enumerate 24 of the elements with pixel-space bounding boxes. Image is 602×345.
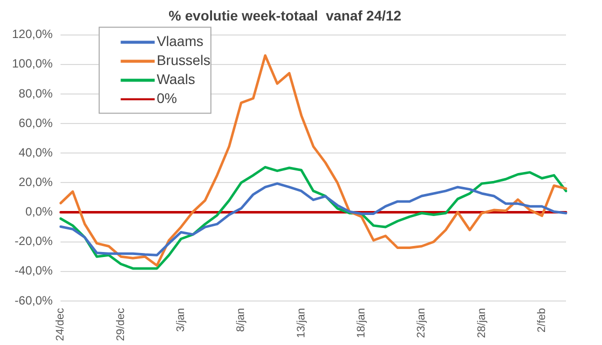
x-tick-label: 18/jan: [356, 308, 368, 338]
y-tick-label: -20,0%: [14, 234, 54, 248]
y-tick-label: -60,0%: [14, 293, 54, 308]
x-tick-label: 2/feb: [536, 308, 548, 332]
y-tick-label: 120,0%: [12, 27, 54, 42]
y-tick-label: -40,0%: [14, 264, 54, 278]
legend-label: 0%: [156, 90, 177, 106]
chart-title: % evolutie week-totaal vanaf 24/12: [168, 7, 402, 24]
x-tick-label: 24/dec: [54, 307, 67, 342]
legend-label: Brussels: [156, 52, 210, 68]
x-tick-label: 8/jan: [235, 308, 248, 332]
x-tick-label: 29/dec: [114, 307, 127, 342]
y-tick-label: 40,0%: [18, 145, 54, 160]
x-tick-label: 23/jan: [416, 308, 428, 338]
x-tick-label: 3/jan: [175, 308, 188, 332]
y-tick-label: 80,0%: [18, 86, 54, 100]
legend-label: Waals: [156, 71, 196, 88]
x-tick-label: 13/jan: [295, 308, 308, 338]
y-tick-label: 100,0%: [12, 56, 54, 71]
legend-label: Vlaams: [156, 33, 204, 50]
y-tick-label: 20,0%: [18, 174, 54, 189]
y-tick-label: 0,0%: [25, 204, 54, 219]
y-tick-label: 60,0%: [18, 116, 54, 130]
x-tick-label: 28/jan: [476, 308, 488, 338]
